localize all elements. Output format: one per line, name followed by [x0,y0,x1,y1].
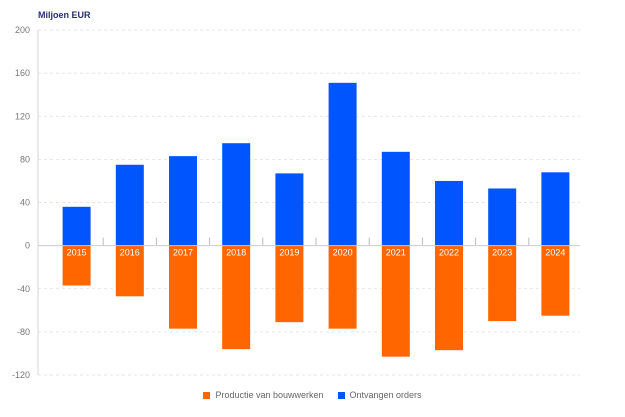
bar-orders-2017 [169,156,197,246]
bar-productie-2018 [222,245,251,350]
y-tick-label: 80 [20,154,30,164]
y-tick-label: 0 [25,241,30,251]
bar-orders-2019 [275,173,304,246]
x-tick-label: 2017 [173,248,193,258]
bar-orders-2023 [488,188,517,246]
x-tick-label: 2024 [545,248,565,258]
bar-orders-2020 [328,82,357,246]
y-tick-label: -40 [17,284,30,294]
legend: Productie van bouwwerken Ontvangen order… [0,390,625,400]
x-tick-label: 2016 [120,248,140,258]
bar-productie-2023 [488,245,517,322]
legend-item-productie[interactable]: Productie van bouwwerken [203,390,324,400]
legend-item-orders[interactable]: Ontvangen orders [337,390,422,400]
legend-swatch-orders [337,391,345,399]
y-tick-label: -80 [17,327,30,337]
legend-label-productie: Productie van bouwwerken [215,390,324,400]
bar-orders-2015 [62,206,91,246]
x-tick-label: 2015 [67,248,87,258]
bar-productie-2015 [62,245,91,286]
bar-productie-2017 [169,245,197,329]
bar-productie-2020 [328,245,357,329]
x-tick-label: 2023 [492,248,512,258]
bar-orders-2016 [115,164,144,246]
bar-productie-2024 [541,245,570,316]
bar-productie-2019 [275,245,304,323]
y-tick-label: 160 [15,68,30,78]
bar-productie-2021 [381,245,410,357]
legend-label-orders: Ontvangen orders [349,390,422,400]
y-tick-label: -120 [12,370,30,380]
bar-productie-2022 [435,245,463,351]
legend-swatch-productie [203,391,211,399]
y-tick-label: 200 [15,25,30,35]
x-tick-label: 2020 [333,248,353,258]
x-tick-label: 2022 [439,248,459,258]
bar-productie-2016 [115,245,144,297]
y-tick-label: 40 [20,198,30,208]
bar-orders-2021 [381,151,410,246]
x-tick-label: 2018 [226,248,246,258]
bar-orders-2024 [541,172,570,246]
y-tick-label: 120 [15,111,30,121]
y-axis-unit-label: Miljoen EUR [38,10,91,20]
bar-orders-2022 [435,180,463,246]
bar-orders-2018 [222,143,251,246]
x-tick-label: 2019 [279,248,299,258]
x-tick-label: 2021 [386,248,406,258]
